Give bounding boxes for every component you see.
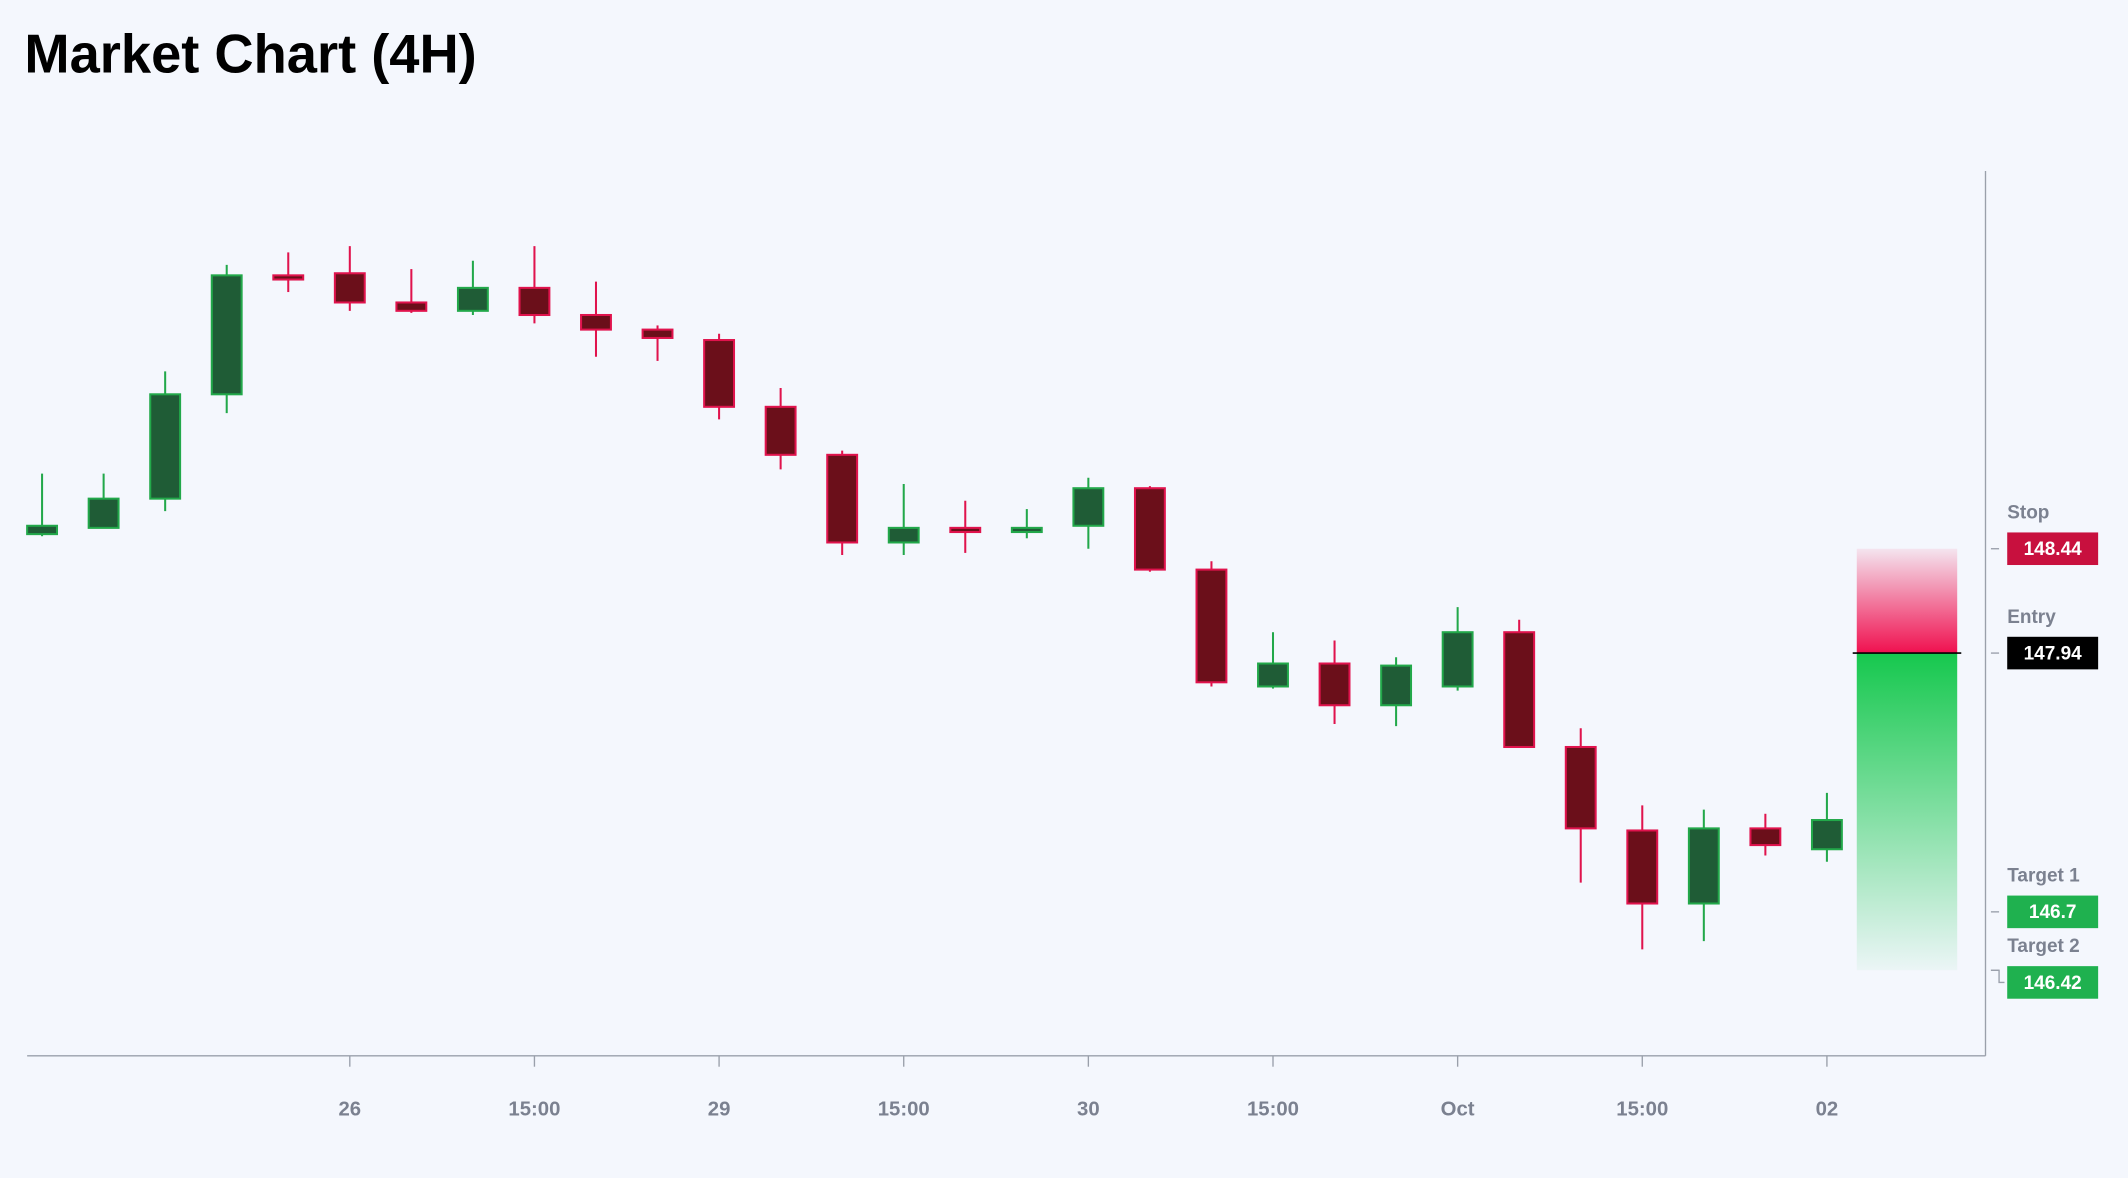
candle-body bbox=[1503, 631, 1536, 749]
candle-body bbox=[1810, 819, 1843, 851]
level-name: Stop bbox=[2007, 502, 2049, 523]
risk-zone bbox=[1856, 548, 1958, 654]
candle-body bbox=[703, 339, 736, 408]
level-value: 146.7 bbox=[2029, 902, 2077, 923]
level-name: Target 1 bbox=[2007, 866, 2080, 887]
level-badge bbox=[2007, 636, 2099, 670]
x-tick-label: 26 bbox=[338, 1099, 361, 1121]
level-name: Target 2 bbox=[2007, 936, 2080, 957]
chart-title: Market Chart (4H) bbox=[24, 24, 476, 85]
candle-body bbox=[87, 497, 120, 529]
candle-body bbox=[580, 313, 612, 331]
candle-body bbox=[1626, 829, 1659, 905]
candle-body bbox=[149, 393, 182, 500]
candle-body bbox=[1072, 487, 1105, 527]
x-tick-label: 15:00 bbox=[878, 1099, 930, 1121]
x-tick-label: 30 bbox=[1077, 1099, 1100, 1121]
level-value: 146.42 bbox=[2024, 973, 2082, 994]
x-tick-label: 02 bbox=[1816, 1099, 1839, 1121]
candle-body bbox=[456, 286, 489, 312]
level-badge bbox=[2007, 895, 2099, 929]
candle-body bbox=[826, 453, 859, 544]
candle-body bbox=[1749, 827, 1782, 847]
level-name: Entry bbox=[2007, 607, 2056, 628]
candle-body bbox=[210, 274, 243, 396]
x-tick-label: 15:00 bbox=[1247, 1099, 1299, 1121]
level-badge bbox=[2007, 966, 2099, 999]
level-value: 148.44 bbox=[2024, 539, 2083, 560]
x-tick-label: 15:00 bbox=[1616, 1099, 1668, 1121]
candle-body bbox=[1687, 827, 1720, 905]
candle-body bbox=[1195, 568, 1228, 684]
x-tick-label: Oct bbox=[1441, 1099, 1475, 1121]
candle-body bbox=[272, 274, 305, 281]
candle-body bbox=[395, 301, 428, 312]
x-tick-label: 15:00 bbox=[508, 1099, 560, 1121]
candle-body bbox=[26, 524, 59, 536]
candle-body bbox=[1380, 664, 1413, 707]
leader-line bbox=[1990, 969, 2005, 984]
candle-body bbox=[1441, 631, 1474, 688]
candle-body bbox=[641, 328, 674, 339]
candle-body bbox=[1133, 487, 1166, 571]
level-value: 147.94 bbox=[2024, 643, 2083, 664]
candle-body bbox=[887, 526, 920, 544]
reward-zone bbox=[1856, 653, 1958, 971]
x-tick-label: 29 bbox=[708, 1099, 731, 1121]
level-badge bbox=[2007, 532, 2099, 566]
candle-body bbox=[764, 405, 797, 456]
candle-body bbox=[333, 272, 366, 304]
candle-body bbox=[1318, 662, 1351, 707]
candle-body bbox=[949, 526, 982, 534]
candle-body bbox=[1010, 526, 1043, 534]
candle-body bbox=[518, 286, 551, 317]
candle-body bbox=[1257, 662, 1289, 688]
candle-body bbox=[1564, 745, 1597, 830]
